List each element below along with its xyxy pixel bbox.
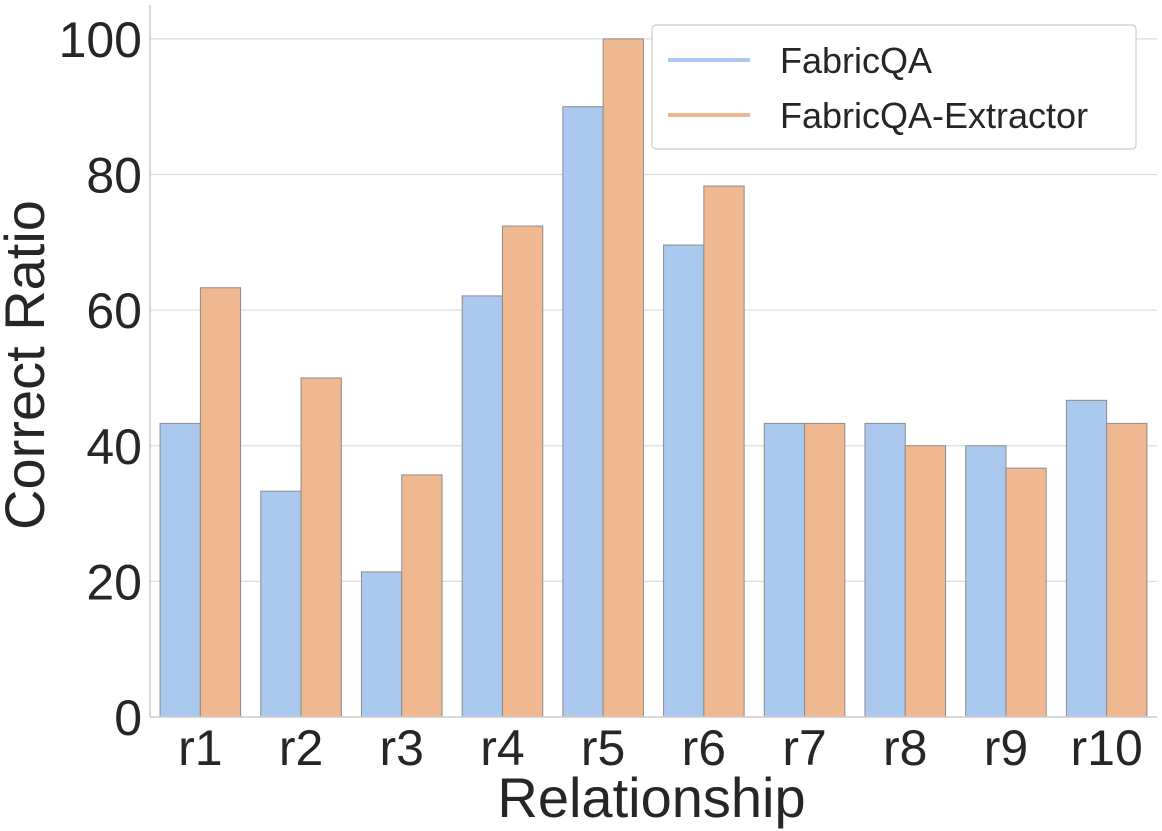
bar-r5-fabricqa-extractor [602, 38, 644, 718]
bar-r7-fabricqa-extractor [804, 422, 846, 718]
x-tick-label: r7 [782, 720, 826, 776]
x-tick-label: r3 [380, 720, 424, 776]
bar-r8-fabricqa-extractor [904, 445, 947, 718]
bar-r3-fabricqa [360, 571, 403, 718]
bar-r4-fabricqa-extractor [501, 225, 544, 718]
bar-r8-fabricqa [864, 422, 906, 718]
x-tick-label: r4 [480, 720, 524, 776]
axes [149, 5, 1157, 718]
y-tick-label: 60 [86, 283, 142, 339]
bar-r5-fabricqa [562, 106, 604, 718]
y-axis-title: Correct Ratio [0, 200, 56, 530]
x-tick-label: r9 [984, 720, 1028, 776]
bar-r3-fabricqa-extractor [401, 474, 443, 718]
bars [159, 38, 1148, 718]
y-tick-label: 40 [86, 419, 142, 475]
bar-r7-fabricqa [763, 422, 806, 718]
y-tick-label: 20 [86, 554, 142, 610]
bar-r9-fabricqa-extractor [1005, 467, 1047, 718]
bar-r10-fabricqa-extractor [1106, 422, 1148, 718]
bar-r1-fabricqa [159, 422, 201, 718]
bar-r6-fabricqa-extractor [703, 185, 745, 718]
x-tick-label: r8 [883, 720, 927, 776]
bar-r1-fabricqa-extractor [199, 287, 242, 718]
y-tick-labels: 0 20 40 60 80 100 [59, 12, 142, 746]
y-tick-label: 100 [59, 12, 142, 68]
bar-r2-fabricqa [260, 490, 302, 718]
legend-label-fabricqa-extractor: FabricQA-Extractor [780, 95, 1088, 136]
bar-r2-fabricqa-extractor [300, 377, 342, 718]
x-tick-label: r10 [1071, 720, 1143, 776]
x-tick-label: r6 [682, 720, 726, 776]
x-tick-label: r5 [581, 720, 625, 776]
y-tick-label: 0 [114, 690, 142, 746]
legend: FabricQA FabricQA-Extractor [651, 24, 1137, 150]
bar-r9-fabricqa [965, 445, 1007, 718]
x-axis-title: Relationship [497, 766, 805, 829]
x-tick-label: r2 [279, 720, 323, 776]
bar-r6-fabricqa [663, 244, 705, 718]
bar-r10-fabricqa [1065, 399, 1108, 718]
y-tick-label: 80 [86, 148, 142, 204]
legend-label-fabricqa: FabricQA [780, 40, 932, 81]
x-tick-label: r1 [178, 720, 222, 776]
legend-box [651, 24, 1137, 150]
x-tick-labels: r1 r2 r3 r4 r5 r6 r7 r8 r9 r10 [178, 720, 1143, 776]
bar-r4-fabricqa [461, 295, 503, 718]
